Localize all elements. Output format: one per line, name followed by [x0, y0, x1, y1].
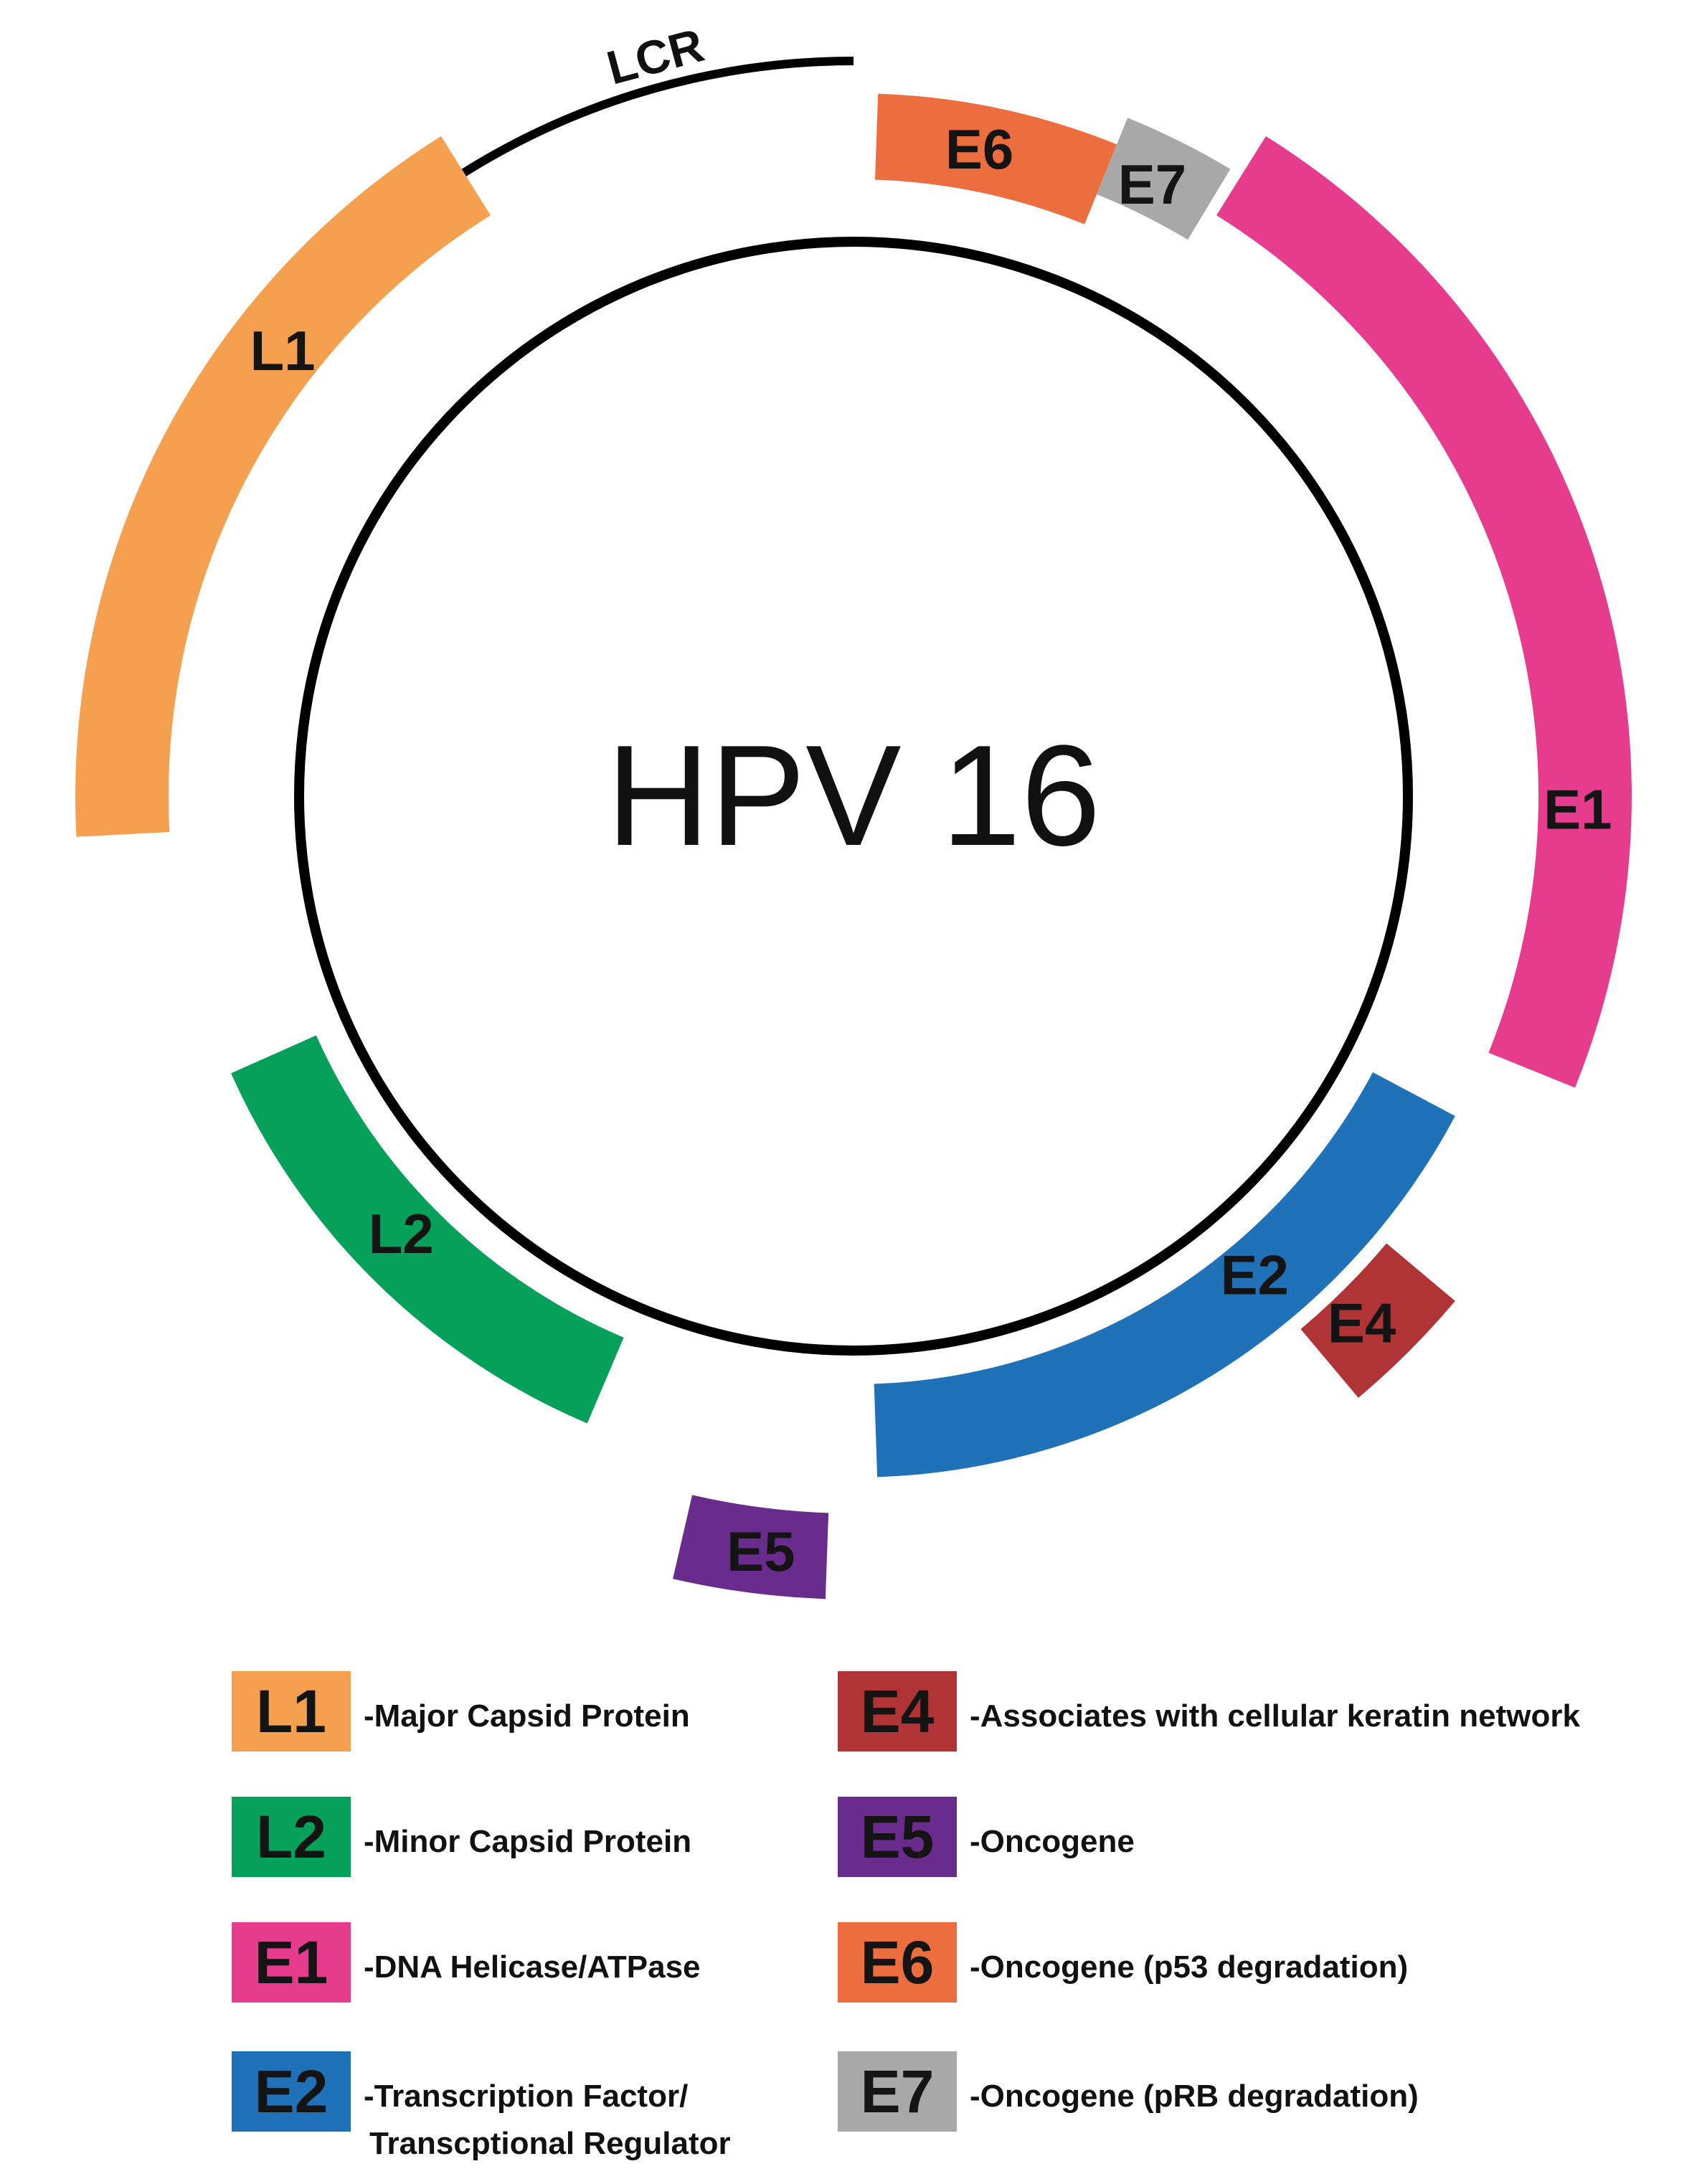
legend-item-e5: E5 -Oncogene [838, 1797, 1135, 1877]
genome-title: HPV 16 [606, 716, 1100, 876]
legend-description-line1: -Major Capsid Protein [364, 1698, 690, 1734]
gene-label-e1: E1 [1543, 778, 1612, 841]
legend-description-line1: -Oncogene (p53 degradation) [970, 1949, 1409, 1985]
legend-description-line1: -Transcription Factor/ [364, 2079, 689, 2114]
legend-item-e4: E4 -Associates with cellular keratin netw… [838, 1671, 1580, 1752]
legend-description-e4: -Associates with cellular keratin networ… [970, 1693, 1580, 1740]
legend-description-e7: -Oncogene (pRB degradation) [970, 2073, 1419, 2120]
legend-description-e1: -DNA Helicase/ATPase [364, 1944, 701, 1991]
gene-label-e7: E7 [1118, 153, 1186, 216]
legend-swatch-e5: E5 [838, 1797, 957, 1877]
legend-swatch-e1: E1 [232, 1922, 351, 2003]
gene-label-l2: L2 [369, 1202, 434, 1265]
lcr-region-arc [461, 57, 854, 176]
legend-item-e7: E7 -Oncogene (pRB degradation) [838, 2051, 1419, 2132]
gene-segment-e6 [875, 93, 1117, 224]
legend-item-e6: E6 -Oncogene (p53 degradation) [838, 1922, 1408, 2003]
legend-swatch-l2: L2 [232, 1797, 351, 1877]
legend-description-line1: -Associates with cellular keratin networ… [970, 1698, 1580, 1734]
legend-item-e2: E2 -Transcription Factor/Transcptional Re… [232, 2051, 731, 2168]
legend-description-e6: -Oncogene (p53 degradation) [970, 1944, 1408, 1991]
legend-swatch-e4: E4 [838, 1671, 957, 1752]
legend-description-line1: -Minor Capsid Protein [364, 1824, 692, 1859]
legend-item-l1: L1 -Major Capsid Protein [232, 1671, 690, 1752]
legend-swatch-e2: E2 [232, 2051, 351, 2132]
legend-description-line2: Transcptional Regulator [369, 2126, 731, 2161]
gene-label-l1: L1 [250, 319, 316, 382]
legend-swatch-l1: L1 [232, 1671, 351, 1752]
gene-label-e2: E2 [1221, 1243, 1289, 1306]
legend-description-line1: -Oncogene [970, 1824, 1135, 1859]
gene-segment-e5 [673, 1495, 829, 1599]
legend-description-e5: -Oncogene [970, 1818, 1135, 1866]
gene-label-e5: E5 [727, 1520, 795, 1583]
legend-item-e1: E1 -DNA Helicase/ATPase [232, 1922, 701, 2003]
gene-segment-e1 [1216, 136, 1632, 1088]
gene-segment-e7 [1097, 118, 1231, 240]
legend-description-e2: -Transcription Factor/Transcptional Regu… [364, 2073, 731, 2168]
legend-description-line1: -Oncogene (pRB degradation) [970, 2079, 1419, 2114]
legend-swatch-e6: E6 [838, 1922, 957, 2003]
legend-description-l2: -Minor Capsid Protein [364, 1818, 691, 1866]
legend-description-l1: -Major Capsid Protein [364, 1693, 690, 1740]
gene-segment-e2 [874, 1072, 1455, 1478]
legend-description-line1: -DNA Helicase/ATPase [364, 1949, 701, 1985]
legend-swatch-e7: E7 [838, 2051, 957, 2132]
gene-label-e6: E6 [945, 118, 1013, 181]
gene-label-e4: E4 [1328, 1292, 1396, 1355]
gene-segment-l1 [75, 136, 491, 837]
legend-item-l2: L2 -Minor Capsid Protein [232, 1797, 691, 1877]
genome-circle [294, 237, 1413, 1356]
gene-segment-l2 [231, 1035, 624, 1424]
gene-segment-e4 [1300, 1243, 1455, 1398]
